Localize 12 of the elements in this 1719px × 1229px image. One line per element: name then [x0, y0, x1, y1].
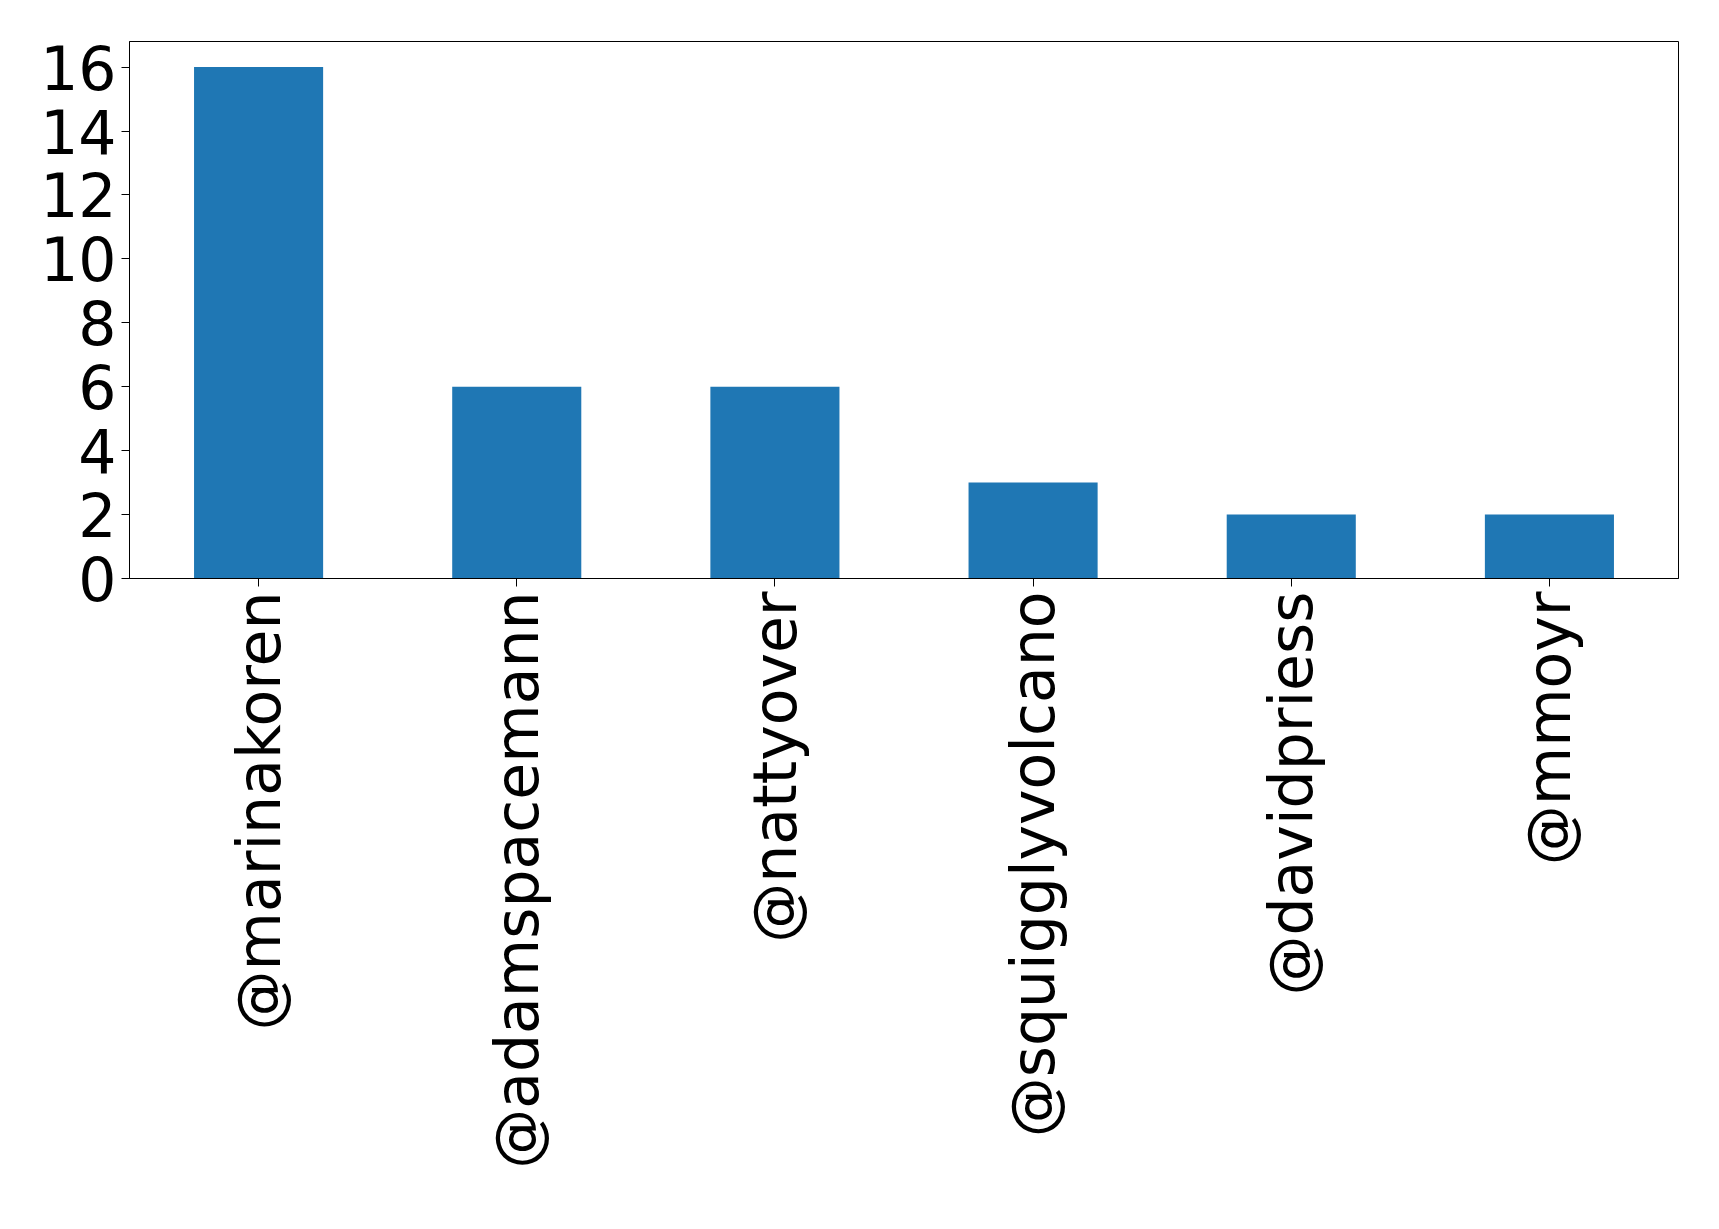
bar	[1484, 514, 1614, 579]
x-tick-label: @mmoyr	[1514, 591, 1585, 866]
x-tick-label: @marinakoren	[223, 591, 294, 1031]
bar	[968, 482, 1098, 579]
bar	[1226, 514, 1356, 579]
bar	[194, 67, 324, 579]
x-tick-label: @adamspacemann	[481, 591, 552, 1169]
bar	[452, 386, 582, 579]
bar	[710, 386, 840, 579]
x-tick-label: @squigglyvolcano	[998, 591, 1069, 1138]
x-tick-label: @nattyover	[739, 591, 810, 943]
x-tick-label: @davidpriess	[1256, 591, 1327, 996]
